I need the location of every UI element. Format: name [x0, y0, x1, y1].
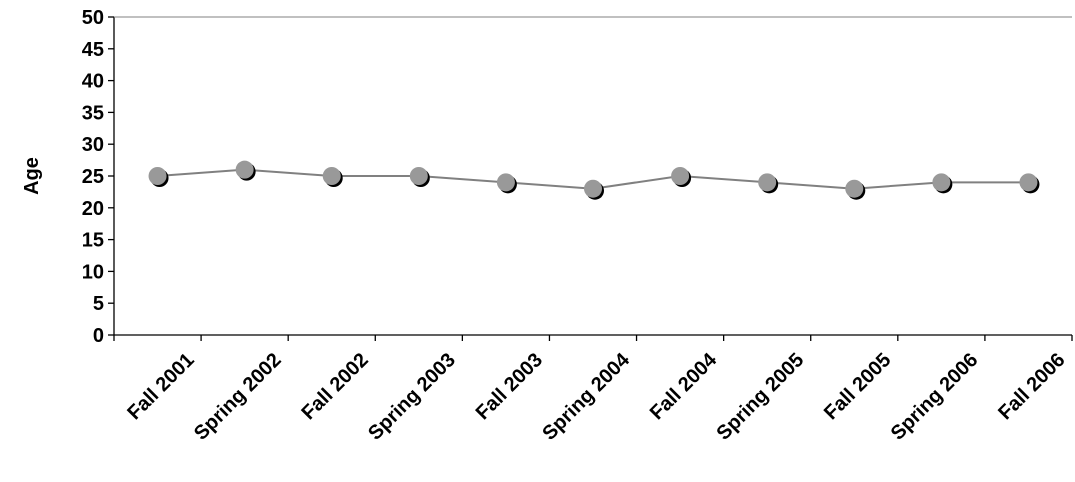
x-tick-label: Fall 2001: [123, 349, 198, 424]
data-point: [322, 167, 343, 187]
x-tick-label: Spring 2002: [190, 349, 286, 445]
x-tick-label: Fall 2005: [820, 349, 895, 424]
y-tick-label: 25: [82, 166, 104, 188]
y-axis-title: Age: [21, 157, 43, 195]
x-tick-label: Spring 2005: [713, 349, 809, 445]
y-tick-label: 40: [82, 71, 104, 93]
data-point: [584, 179, 604, 200]
data-point: [932, 173, 953, 194]
data-point-marker: [409, 167, 428, 185]
data-point: [845, 179, 866, 200]
y-tick-label: 50: [82, 7, 104, 29]
x-tick-label: Spring 2004: [538, 348, 634, 444]
data-point: [235, 160, 256, 181]
data-point-marker: [235, 160, 254, 179]
data-point-marker: [322, 167, 341, 185]
data-point: [148, 167, 169, 187]
y-tick-label: 20: [82, 198, 104, 220]
x-tick-label: Fall 2002: [297, 349, 372, 424]
y-tick-label: 45: [82, 39, 104, 61]
data-point-marker: [671, 167, 690, 185]
x-tick-label: Fall 2006: [994, 349, 1069, 424]
data-point-marker: [148, 167, 167, 185]
data-point-marker: [758, 173, 777, 192]
data-point: [496, 173, 517, 194]
y-tick-label: 0: [93, 325, 104, 347]
series-group: [148, 160, 1040, 200]
data-point-marker: [845, 179, 864, 198]
data-point-marker: [496, 173, 515, 192]
y-tick-label: 15: [82, 230, 104, 252]
x-tick-label: Spring 2006: [887, 349, 983, 445]
data-point-marker: [932, 173, 951, 192]
data-point-marker: [1019, 173, 1038, 192]
y-tick-label: 5: [93, 293, 104, 315]
y-tick-label: 10: [82, 261, 104, 283]
y-tick-label: 30: [82, 134, 104, 156]
y-axis-ticks: 0 5 10 15 20 25 30 35 40 45 50: [82, 7, 114, 347]
y-tick-label: 35: [82, 102, 104, 124]
data-point: [758, 173, 779, 194]
x-tick-label: Fall 2004: [646, 348, 722, 424]
data-point: [671, 167, 692, 187]
data-point: [1019, 173, 1040, 194]
x-tick-label: Fall 2003: [472, 349, 547, 424]
data-point: [409, 167, 430, 187]
x-tick-label: Spring 2003: [364, 349, 460, 445]
data-point-marker: [584, 179, 602, 198]
